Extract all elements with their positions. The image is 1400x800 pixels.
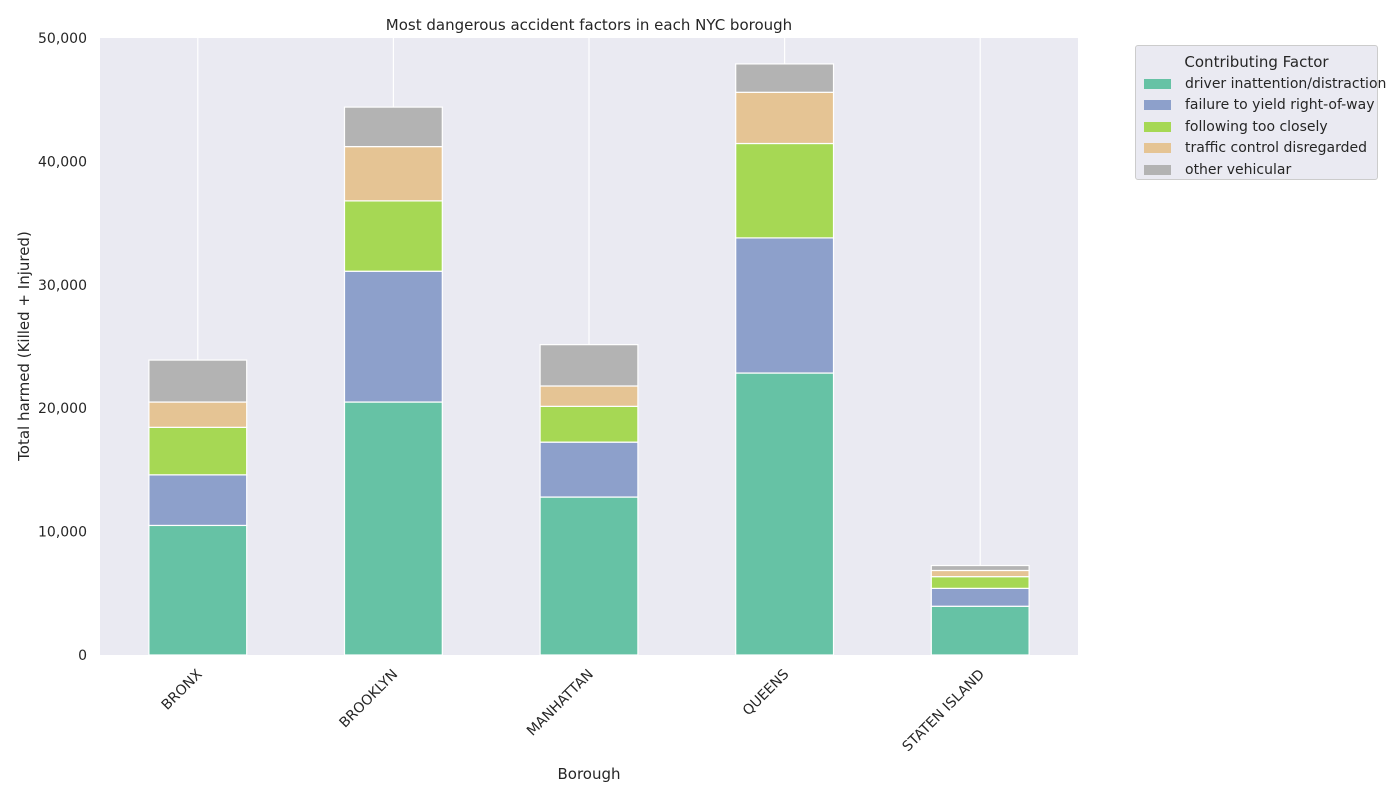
legend-label: other vehicular [1185,161,1292,178]
legend-swatch [1144,121,1171,132]
x-tick-label: BROOKLYN [337,667,402,732]
x-tick-label: MANHATTAN [524,667,597,740]
y-tick-label: 20,000 [38,401,87,417]
bar-segment [930,569,1030,578]
x-tick-label: STATEN ISLAND [900,667,988,755]
bar-segment [539,405,639,443]
y-tick-labels: 0 10,000 20,000 30,000 40,000 50,000 [38,31,87,664]
legend-swatch [1144,100,1171,111]
legend-label: following too closely [1185,118,1328,135]
bar-segment [735,372,835,656]
y-tick-label: 40,000 [38,154,87,170]
bar-segment [343,106,443,148]
legend-label: failure to yield right-of-way [1185,97,1375,114]
chart-title: Most dangerous accident factors in each … [386,16,792,34]
bar-segment [930,564,1030,572]
y-axis-label: Total harmed (Killed + Injured) [15,231,33,462]
bar-segment [148,524,248,656]
bar-segment [539,344,639,387]
bar-segment [930,576,1030,589]
y-tick-label: 30,000 [38,278,87,294]
x-tick-labels: BRONX BROOKLYN MANHATTAN QUEENS STATEN ISLAN… [159,666,988,755]
x-tick-label: BRONX [159,666,206,713]
bar-segment [539,385,639,407]
bar-segment [930,587,1030,607]
bar-segment [343,401,443,656]
bar-segment [343,270,443,403]
bar-segment [148,401,248,428]
legend-swatch [1144,143,1171,154]
legend-title: Contributing Factor [1184,53,1329,71]
legend-item: other vehicular [1136,159,1377,181]
bar-segment [148,474,248,527]
bar-segment [148,359,248,403]
bar-segment [735,63,835,93]
bar-segment [539,441,639,498]
legend-swatch [1144,78,1171,89]
bar-segment [735,237,835,374]
legend-label: traffic control disregarded [1185,140,1367,157]
x-tick-label: QUEENS [740,666,793,719]
bar-segment [148,426,248,476]
y-tick-label: 0 [78,648,87,664]
legend-item: driver inattention/distraction [1136,73,1386,95]
bar-segment [343,200,443,272]
bar-segment [735,91,835,145]
legend-item: following too closely [1136,116,1377,138]
bars-layer [148,63,1030,656]
legend-label: driver inattention/distraction [1185,75,1387,92]
x-axis-label: Borough [557,765,620,783]
y-tick-label: 10,000 [38,525,87,541]
legend: Contributing Factor driver inattention/d… [1135,45,1386,181]
y-tick-label: 50,000 [38,31,87,47]
bar-segment [343,145,443,202]
bar-segment [735,142,835,239]
bar-segment [930,605,1030,656]
legend-swatch [1144,164,1171,175]
legend-item: traffic control disregarded [1136,138,1377,160]
bar-segment [539,496,639,656]
legend-item: failure to yield right-of-way [1136,95,1377,117]
